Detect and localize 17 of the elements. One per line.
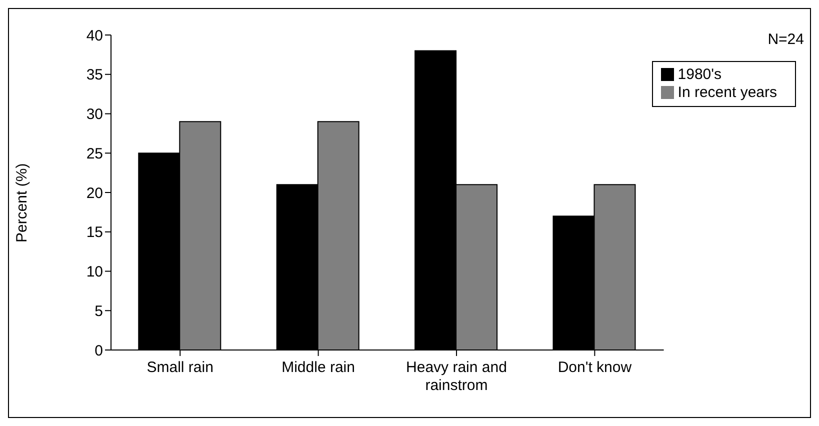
text: N=24 [768, 31, 804, 48]
x-tick-label: Heavy rain and rainstrom [406, 359, 507, 394]
y-tick-label: 0 [94, 342, 103, 360]
legend-label: 1980's [678, 66, 722, 83]
y-tick-label: 10 [86, 264, 103, 281]
y-tick-label: 30 [86, 106, 103, 124]
y-tick-label: 20 [86, 184, 103, 202]
x-tick-label: Don't know [558, 359, 632, 376]
x-tick-label: Middle rain [282, 359, 355, 376]
y-tick-label: 25 [86, 145, 103, 162]
y-tick-label: 40 [86, 27, 103, 44]
x-tick-label: Small rain [146, 359, 214, 376]
y-tick-label: 5 [94, 302, 103, 320]
y-tick-label: 35 [86, 66, 103, 84]
y-axis-title: Percent (%) [13, 163, 30, 242]
y-tick-label: 15 [86, 224, 103, 242]
legend-label: In recent years [678, 84, 777, 101]
